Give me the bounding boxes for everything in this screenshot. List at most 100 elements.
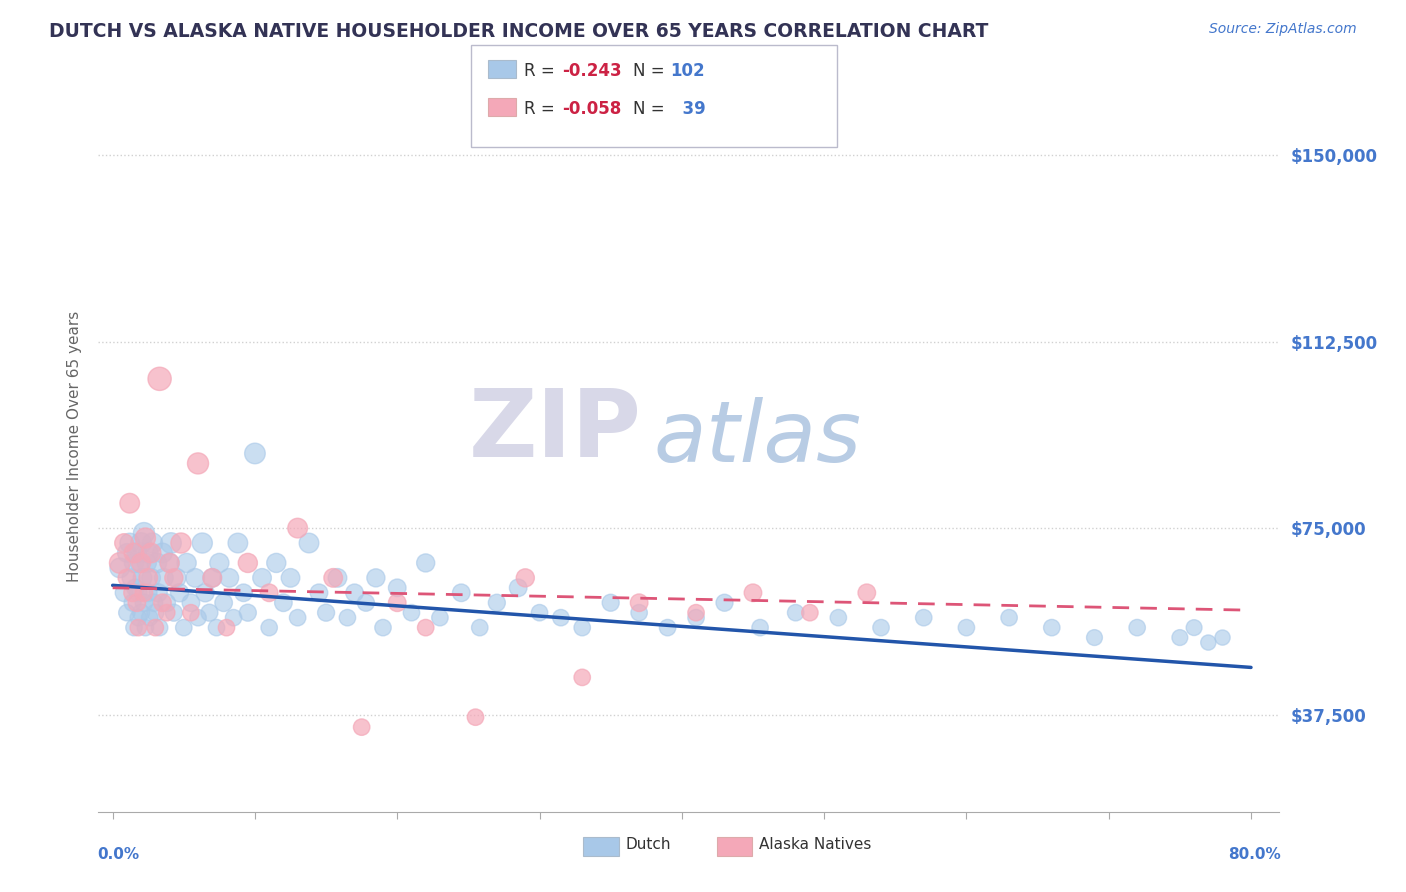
- Text: 102: 102: [671, 62, 706, 79]
- Text: Alaska Natives: Alaska Natives: [759, 837, 872, 852]
- Point: [125, 596, 148, 610]
- Point: [1182, 621, 1205, 635]
- Text: N =: N =: [633, 62, 669, 79]
- Point: [194, 586, 217, 600]
- Point: [118, 496, 141, 510]
- Point: [129, 556, 152, 570]
- Point: [180, 596, 202, 610]
- Point: [141, 536, 163, 550]
- Point: [266, 556, 288, 570]
- Point: [145, 556, 167, 570]
- Point: [205, 621, 228, 635]
- Point: [163, 606, 186, 620]
- Point: [121, 596, 143, 610]
- Point: [1197, 635, 1219, 649]
- Text: ZIP: ZIP: [468, 385, 641, 477]
- Point: [156, 596, 179, 610]
- Text: -0.058: -0.058: [562, 100, 621, 118]
- Point: [371, 621, 394, 635]
- Point: [166, 571, 188, 585]
- Y-axis label: Householder Income Over 65 years: Householder Income Over 65 years: [67, 310, 83, 582]
- Point: [401, 606, 423, 620]
- Point: [1040, 621, 1063, 635]
- Text: Source: ZipAtlas.com: Source: ZipAtlas.com: [1209, 22, 1357, 37]
- Point: [136, 586, 159, 600]
- Point: [139, 571, 162, 585]
- Point: [243, 446, 266, 460]
- Point: [343, 586, 366, 600]
- Point: [198, 606, 221, 620]
- Point: [153, 571, 176, 585]
- Point: [322, 571, 344, 585]
- Point: [139, 546, 162, 560]
- Point: [121, 586, 143, 600]
- Point: [173, 621, 195, 635]
- Point: [742, 586, 765, 600]
- Point: [226, 536, 249, 550]
- Point: [464, 710, 486, 724]
- Text: Dutch: Dutch: [626, 837, 671, 852]
- Point: [208, 556, 231, 570]
- Point: [415, 556, 437, 570]
- Point: [298, 536, 321, 550]
- Point: [120, 571, 142, 585]
- Point: [159, 556, 181, 570]
- Point: [132, 586, 155, 600]
- Point: [142, 596, 165, 610]
- Text: DUTCH VS ALASKA NATIVE HOUSEHOLDER INCOME OVER 65 YEARS CORRELATION CHART: DUTCH VS ALASKA NATIVE HOUSEHOLDER INCOM…: [49, 22, 988, 41]
- Point: [122, 546, 145, 560]
- Point: [799, 606, 821, 620]
- Point: [571, 621, 593, 635]
- Point: [143, 606, 166, 620]
- Text: 80.0%: 80.0%: [1227, 847, 1281, 863]
- Point: [131, 571, 153, 585]
- Point: [122, 556, 145, 570]
- Point: [685, 610, 707, 624]
- Text: 39: 39: [671, 100, 706, 118]
- Point: [468, 621, 491, 635]
- Point: [1083, 631, 1105, 645]
- Point: [236, 606, 259, 620]
- Point: [149, 372, 172, 386]
- Point: [118, 536, 141, 550]
- Point: [628, 596, 651, 610]
- Point: [163, 571, 186, 585]
- Point: [108, 561, 131, 575]
- Point: [354, 596, 377, 610]
- Point: [215, 621, 238, 635]
- Point: [180, 606, 202, 620]
- Point: [287, 610, 309, 624]
- Point: [315, 606, 337, 620]
- Point: [364, 571, 387, 585]
- Point: [127, 586, 149, 600]
- Point: [112, 536, 135, 550]
- Point: [152, 546, 174, 560]
- Point: [176, 556, 198, 570]
- Point: [870, 621, 893, 635]
- Point: [149, 621, 172, 635]
- Point: [827, 610, 849, 624]
- Point: [115, 546, 138, 560]
- Point: [169, 586, 191, 600]
- Point: [599, 596, 621, 610]
- Text: 0.0%: 0.0%: [97, 847, 139, 863]
- Point: [508, 581, 530, 595]
- Point: [128, 556, 150, 570]
- Point: [129, 536, 152, 550]
- Point: [685, 606, 707, 620]
- Point: [450, 586, 472, 600]
- Point: [236, 556, 259, 570]
- Point: [350, 720, 373, 734]
- Point: [184, 571, 207, 585]
- Point: [529, 606, 551, 620]
- Point: [257, 586, 280, 600]
- Point: [280, 571, 302, 585]
- Point: [136, 546, 159, 560]
- Point: [170, 536, 193, 550]
- Point: [134, 621, 156, 635]
- Point: [156, 606, 179, 620]
- Point: [127, 610, 149, 624]
- Point: [143, 621, 166, 635]
- Point: [138, 610, 160, 624]
- Point: [129, 606, 152, 620]
